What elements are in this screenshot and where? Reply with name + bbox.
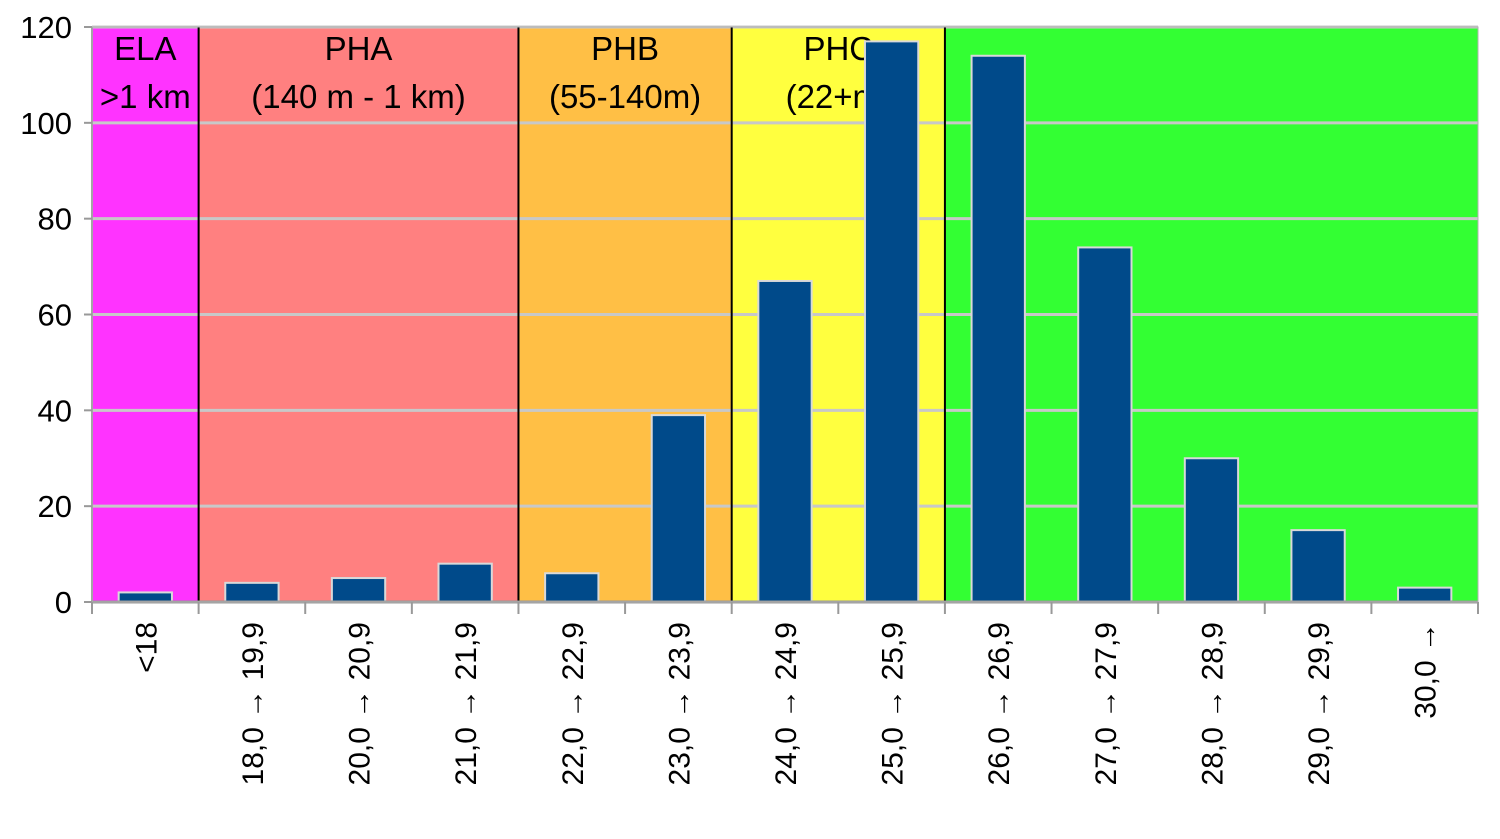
y-tick-label: 40 (38, 393, 72, 428)
bar (650, 414, 707, 603)
x-tick-label: 21,0 → 21,9 (450, 622, 483, 785)
x-tick-labels: <18 18,0 → 19,9 20,0 → 20,9 21,0 → 21,9 22,0… (130, 622, 1442, 785)
bar (757, 279, 813, 603)
x-tick-label: 29,0 → 29,9 (1303, 622, 1336, 785)
region-label-name: PHC (803, 30, 873, 67)
region-label-sub: (140 m - 1 km) (251, 78, 466, 115)
bar (863, 40, 920, 603)
x-tick-label: 20,0 → 20,9 (344, 622, 377, 785)
bar (330, 577, 387, 604)
region-separators (197, 27, 946, 602)
region-label-name: ELA (114, 30, 176, 67)
bar (1397, 586, 1453, 603)
region-labels: ELA >1 km PHA (140 m - 1 km) PHB (55-140m) PHC… (100, 30, 891, 115)
y-tick-labels: 0 20 40 60 80 100 120 (20, 10, 92, 620)
x-tick-label: <18 (130, 622, 163, 673)
region-label-name: PHB (591, 30, 659, 67)
bar (970, 54, 1026, 603)
x-tick-label: 18,0 → 19,9 (237, 622, 270, 785)
x-tick-label: 22,0 → 22,9 (557, 622, 590, 785)
x-tick-label: 25,0 → 25,9 (877, 622, 910, 785)
x-tick-label: 28,0 → 28,9 (1196, 622, 1229, 785)
y-tick-label: 120 (20, 10, 72, 45)
x-tick-label: 23,0 → 23,9 (663, 622, 696, 785)
bar (1077, 246, 1133, 604)
bar (1290, 529, 1346, 603)
y-tick-label: 20 (38, 489, 72, 524)
bar (544, 572, 600, 603)
region-label-name: PHA (325, 30, 393, 67)
x-tick-label: 30,0 → (1410, 622, 1443, 719)
region-label-sub: (55-140m) (549, 78, 701, 115)
y-tick-label: 0 (55, 585, 72, 620)
y-tick-label: 60 (38, 298, 72, 333)
y-tick-label: 100 (20, 106, 72, 141)
y-tick-label: 80 (38, 202, 72, 237)
bar (437, 562, 493, 604)
x-tick-label: 24,0 → 24,9 (770, 622, 803, 785)
bar (224, 581, 280, 603)
x-tick-label: 26,0 → 26,9 (983, 622, 1016, 785)
x-tick-label: 27,0 → 27,9 (1090, 622, 1123, 785)
region-label-sub: >1 km (100, 78, 191, 115)
bar (1183, 457, 1240, 603)
bars (117, 40, 1453, 604)
